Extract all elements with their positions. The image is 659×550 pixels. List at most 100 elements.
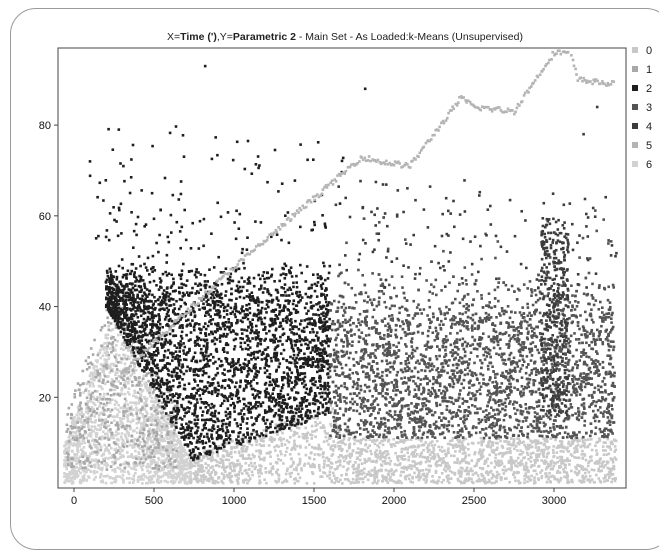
data-point-series-6 [137,445,140,449]
data-point-series-6 [147,445,150,449]
data-point-series-2 [157,250,160,254]
data-point-series-6 [132,467,136,471]
data-point-series-6 [136,457,140,461]
data-point-series-2 [221,422,225,426]
data-point-series-2 [147,310,150,314]
data-point-series-6 [170,450,173,453]
data-point-series-6 [144,381,148,385]
data-point-series-2 [304,412,308,416]
data-point-series-2 [215,309,218,312]
data-point-series-0 [439,457,442,460]
data-point-series-0 [400,470,403,474]
data-point-series-2 [209,292,213,295]
data-point-series-2 [323,317,326,321]
data-point-series-2 [283,398,287,401]
data-point-series-0 [479,479,483,482]
data-point-series-0 [295,426,299,429]
data-point-series-0 [491,473,495,476]
data-point-series-6 [146,482,150,485]
data-point-series-6 [98,405,101,408]
data-point-series-6 [101,368,104,372]
data-point-series-0 [237,451,241,455]
data-point-series-6 [65,465,68,469]
data-point-series-0 [529,452,533,455]
data-point-series-0 [338,430,341,434]
data-point-series-6 [121,473,125,477]
data-point-series-6 [84,452,87,456]
data-point-series-6 [117,374,121,378]
data-point-series-6 [156,427,159,431]
data-point-series-1 [78,430,81,433]
data-point-series-0 [418,476,422,480]
data-point-series-0 [553,477,556,481]
data-point-series-1 [150,455,153,459]
data-point-series-0 [386,473,390,476]
data-point-series-6 [85,468,88,471]
data-point-series-0 [246,440,250,444]
data-point-series-0 [534,441,538,444]
data-point-series-0 [202,473,206,477]
data-point-series-1 [139,457,143,461]
data-point-series-6 [106,351,109,354]
data-point-series-6 [126,391,130,394]
data-point-series-6 [149,481,153,484]
data-point-series-0 [211,450,214,453]
data-point-series-0 [224,442,227,445]
data-point-series-0 [576,463,579,467]
data-point-series-6 [168,443,171,446]
data-point-series-0 [241,436,245,439]
data-point-series-2 [286,393,290,396]
data-point-series-2 [274,357,277,360]
data-point-series-6 [172,439,175,442]
data-point-series-0 [609,457,613,460]
data-point-series-0 [535,472,539,476]
data-point-series-6 [162,423,166,426]
data-point-series-2 [136,296,139,299]
data-point-series-6 [141,413,144,416]
data-point-series-0 [390,472,394,476]
data-point-series-0 [375,438,379,442]
data-point-series-6 [78,467,81,470]
data-point-series-0 [440,445,444,449]
data-point-series-0 [511,442,515,446]
data-point-series-2 [217,419,220,423]
data-point-series-1 [134,461,137,465]
data-point-series-0 [493,466,497,469]
data-point-series-6 [112,462,115,466]
data-point-series-2 [224,414,228,417]
data-point-series-0 [272,438,276,442]
data-point-series-6 [160,461,164,464]
data-point-series-2 [169,398,173,402]
data-point-series-2 [183,358,186,361]
data-point-series-1 [88,366,91,369]
data-point-series-6 [139,441,142,444]
data-point-series-0 [294,477,297,480]
data-point-series-1 [146,355,150,359]
data-point-series-0 [206,457,210,461]
data-point-series-2 [148,306,152,309]
data-point-series-2 [307,355,310,359]
data-point-series-2 [314,347,317,350]
data-point-series-1 [103,459,106,463]
data-point-series-2 [270,420,274,423]
data-point-series-2 [151,311,154,314]
data-point-series-6 [139,428,142,432]
data-point-series-2 [302,398,306,401]
data-point-series-0 [353,438,357,442]
data-point-series-2 [316,370,319,374]
data-point-series-0 [493,460,497,463]
data-point-series-6 [143,433,146,436]
data-point-series-6 [138,447,142,450]
data-point-series-0 [264,467,267,470]
data-point-series-1 [98,437,101,440]
data-point-series-1 [101,381,104,384]
data-point-series-6 [89,377,93,381]
data-point-series-0 [217,444,221,448]
data-point-series-6 [105,409,109,413]
data-point-series-6 [104,333,108,337]
data-point-series-0 [428,453,432,456]
data-point-series-0 [546,462,550,466]
data-point-series-0 [454,443,457,446]
data-point-series-2 [321,282,325,285]
data-point-series-2 [145,325,148,329]
